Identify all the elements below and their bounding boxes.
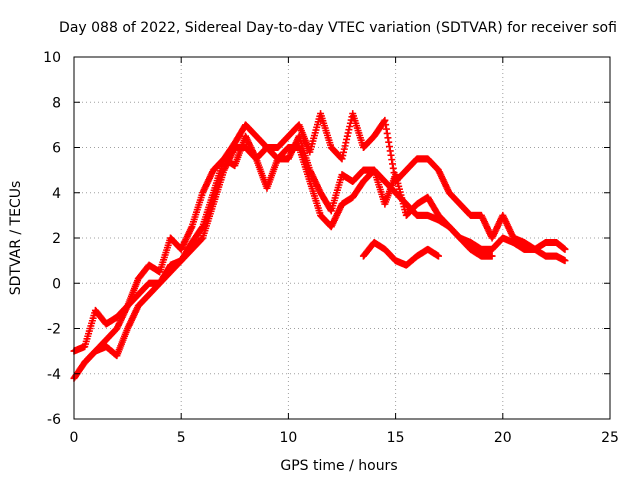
y-tick-label: 2 <box>52 231 61 247</box>
x-tick-label: 25 <box>601 430 619 446</box>
x-tick-label: 10 <box>279 430 297 446</box>
y-tick-label: -6 <box>47 412 61 428</box>
chart-title: Day 088 of 2022, Sidereal Day-to-day VTE… <box>59 20 617 36</box>
data-point <box>561 257 569 265</box>
plot-frame <box>73 56 611 420</box>
x-axis-label: GPS time / hours <box>280 458 397 474</box>
data-point <box>434 252 442 260</box>
y-tick-label: 0 <box>52 276 61 292</box>
series-track-3 <box>81 144 496 366</box>
y-tick-label: 8 <box>52 95 61 111</box>
x-tick-label: 15 <box>387 430 405 446</box>
x-tick-label: 20 <box>494 430 512 446</box>
y-tick-label: 6 <box>52 141 61 157</box>
y-tick-label: -4 <box>47 367 61 383</box>
data-point <box>561 245 569 253</box>
data-point <box>488 252 496 260</box>
series-track-4 <box>359 239 442 269</box>
axis-ticks: 0 5 10 15 20 25 -6 -4 -2 0 2 4 6 8 10 <box>43 50 619 446</box>
y-tick-label: 4 <box>52 186 61 202</box>
x-tick-label: 0 <box>70 430 79 446</box>
data-points <box>70 110 569 382</box>
x-tick-label: 5 <box>177 430 186 446</box>
y-tick-label: -2 <box>47 322 61 338</box>
y-axis-label: SDTVAR / TECUs <box>8 181 24 296</box>
y-tick-label: 10 <box>43 50 61 66</box>
